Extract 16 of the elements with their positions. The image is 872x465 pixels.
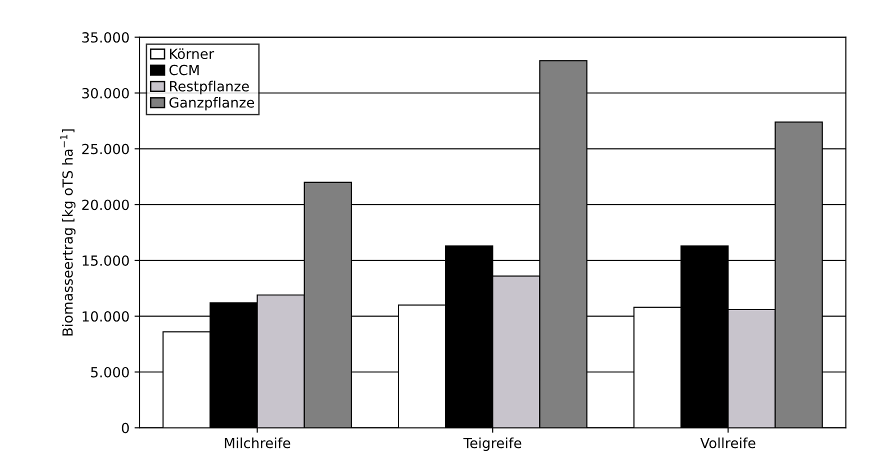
- x-tick-label: Teigreife: [463, 438, 522, 451]
- y-tick-label: 30.000: [82, 88, 129, 98]
- y-tick-label: 20.000: [82, 200, 129, 210]
- y-axis-title: Biomasseertrag [kg oTS ha$^{−1}$]: [60, 129, 76, 336]
- y-tick-label: 25.000: [82, 144, 129, 154]
- x-tick-label: Milchreife: [224, 438, 290, 448]
- legend-label: Körner: [170, 48, 214, 60]
- legend-label: Ganzpflanze: [169, 96, 254, 110]
- y-tick-label: 5.000: [91, 366, 129, 378]
- y-tick-label: 0: [122, 422, 129, 434]
- y-tick-label: 15.000: [82, 255, 129, 266]
- x-tick-label: Vollreife: [700, 438, 756, 448]
- y-tick-label: 10.000: [82, 311, 129, 322]
- legend-label: CCM: [169, 64, 199, 76]
- legend-label: Restpflanze: [170, 80, 249, 94]
- y-tick-label: 35.000: [82, 32, 129, 43]
